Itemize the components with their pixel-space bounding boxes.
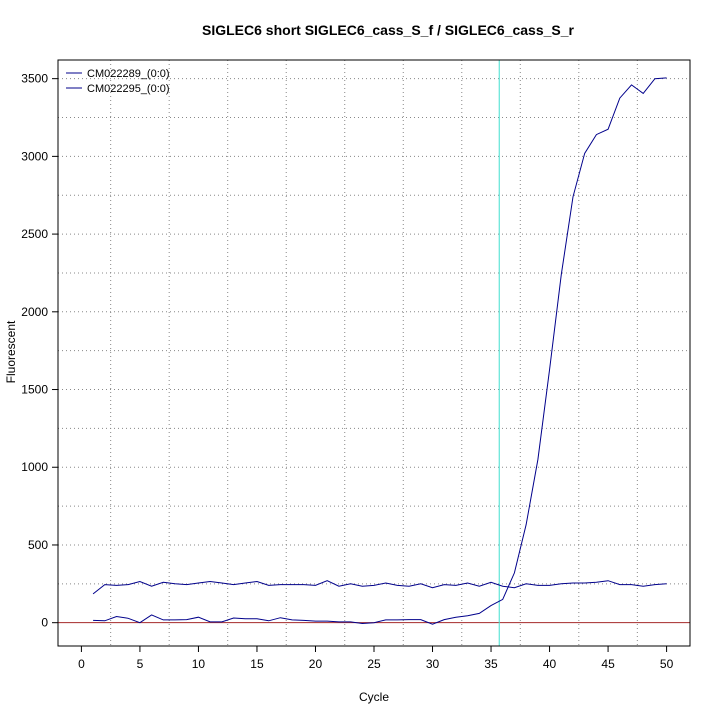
y-tick-label: 0 xyxy=(41,616,48,630)
chart-title: SIGLEC6 short SIGLEC6_cass_S_f / SIGLEC6… xyxy=(202,22,575,38)
y-tick-label: 3500 xyxy=(21,72,48,86)
x-tick-label: 20 xyxy=(309,657,323,671)
x-axis: 0 5 10 15 20 25 30 35 40 45 50 xyxy=(78,646,674,671)
x-tick-label: 5 xyxy=(137,657,144,671)
x-axis-label: Cycle xyxy=(359,690,389,704)
x-tick-label: 0 xyxy=(78,657,85,671)
y-tick-label: 3000 xyxy=(21,149,48,163)
legend: CM022289_(0:0) CM022295_(0:0) xyxy=(66,68,170,95)
y-axis-label: Fluorescent xyxy=(4,320,18,383)
x-tick-label: 50 xyxy=(660,657,674,671)
x-tick-label: 35 xyxy=(484,657,498,671)
x-tick-label: 45 xyxy=(601,657,615,671)
legend-label: CM022289_(0:0) xyxy=(87,68,170,80)
x-tick-label: 25 xyxy=(367,657,381,671)
legend-label: CM022295_(0:0) xyxy=(87,83,170,95)
plot-border xyxy=(57,59,691,647)
x-tick-label: 15 xyxy=(250,657,264,671)
y-tick-label: 1500 xyxy=(21,383,48,397)
y-tick-label: 500 xyxy=(28,538,48,552)
grid-lines xyxy=(58,60,690,646)
series-line-1 xyxy=(93,77,667,625)
y-tick-label: 2500 xyxy=(21,227,48,241)
y-tick-label: 2000 xyxy=(21,305,48,319)
x-tick-label: 30 xyxy=(426,657,440,671)
series-line-2 xyxy=(92,580,667,595)
y-tick-label: 1000 xyxy=(21,460,48,474)
x-tick-label: 40 xyxy=(543,657,557,671)
reference-lines xyxy=(58,60,690,646)
y-axis: 0 500 1000 1500 2000 2500 3000 3500 xyxy=(21,72,58,630)
series-lines xyxy=(92,77,667,625)
x-tick-label: 10 xyxy=(192,657,206,671)
